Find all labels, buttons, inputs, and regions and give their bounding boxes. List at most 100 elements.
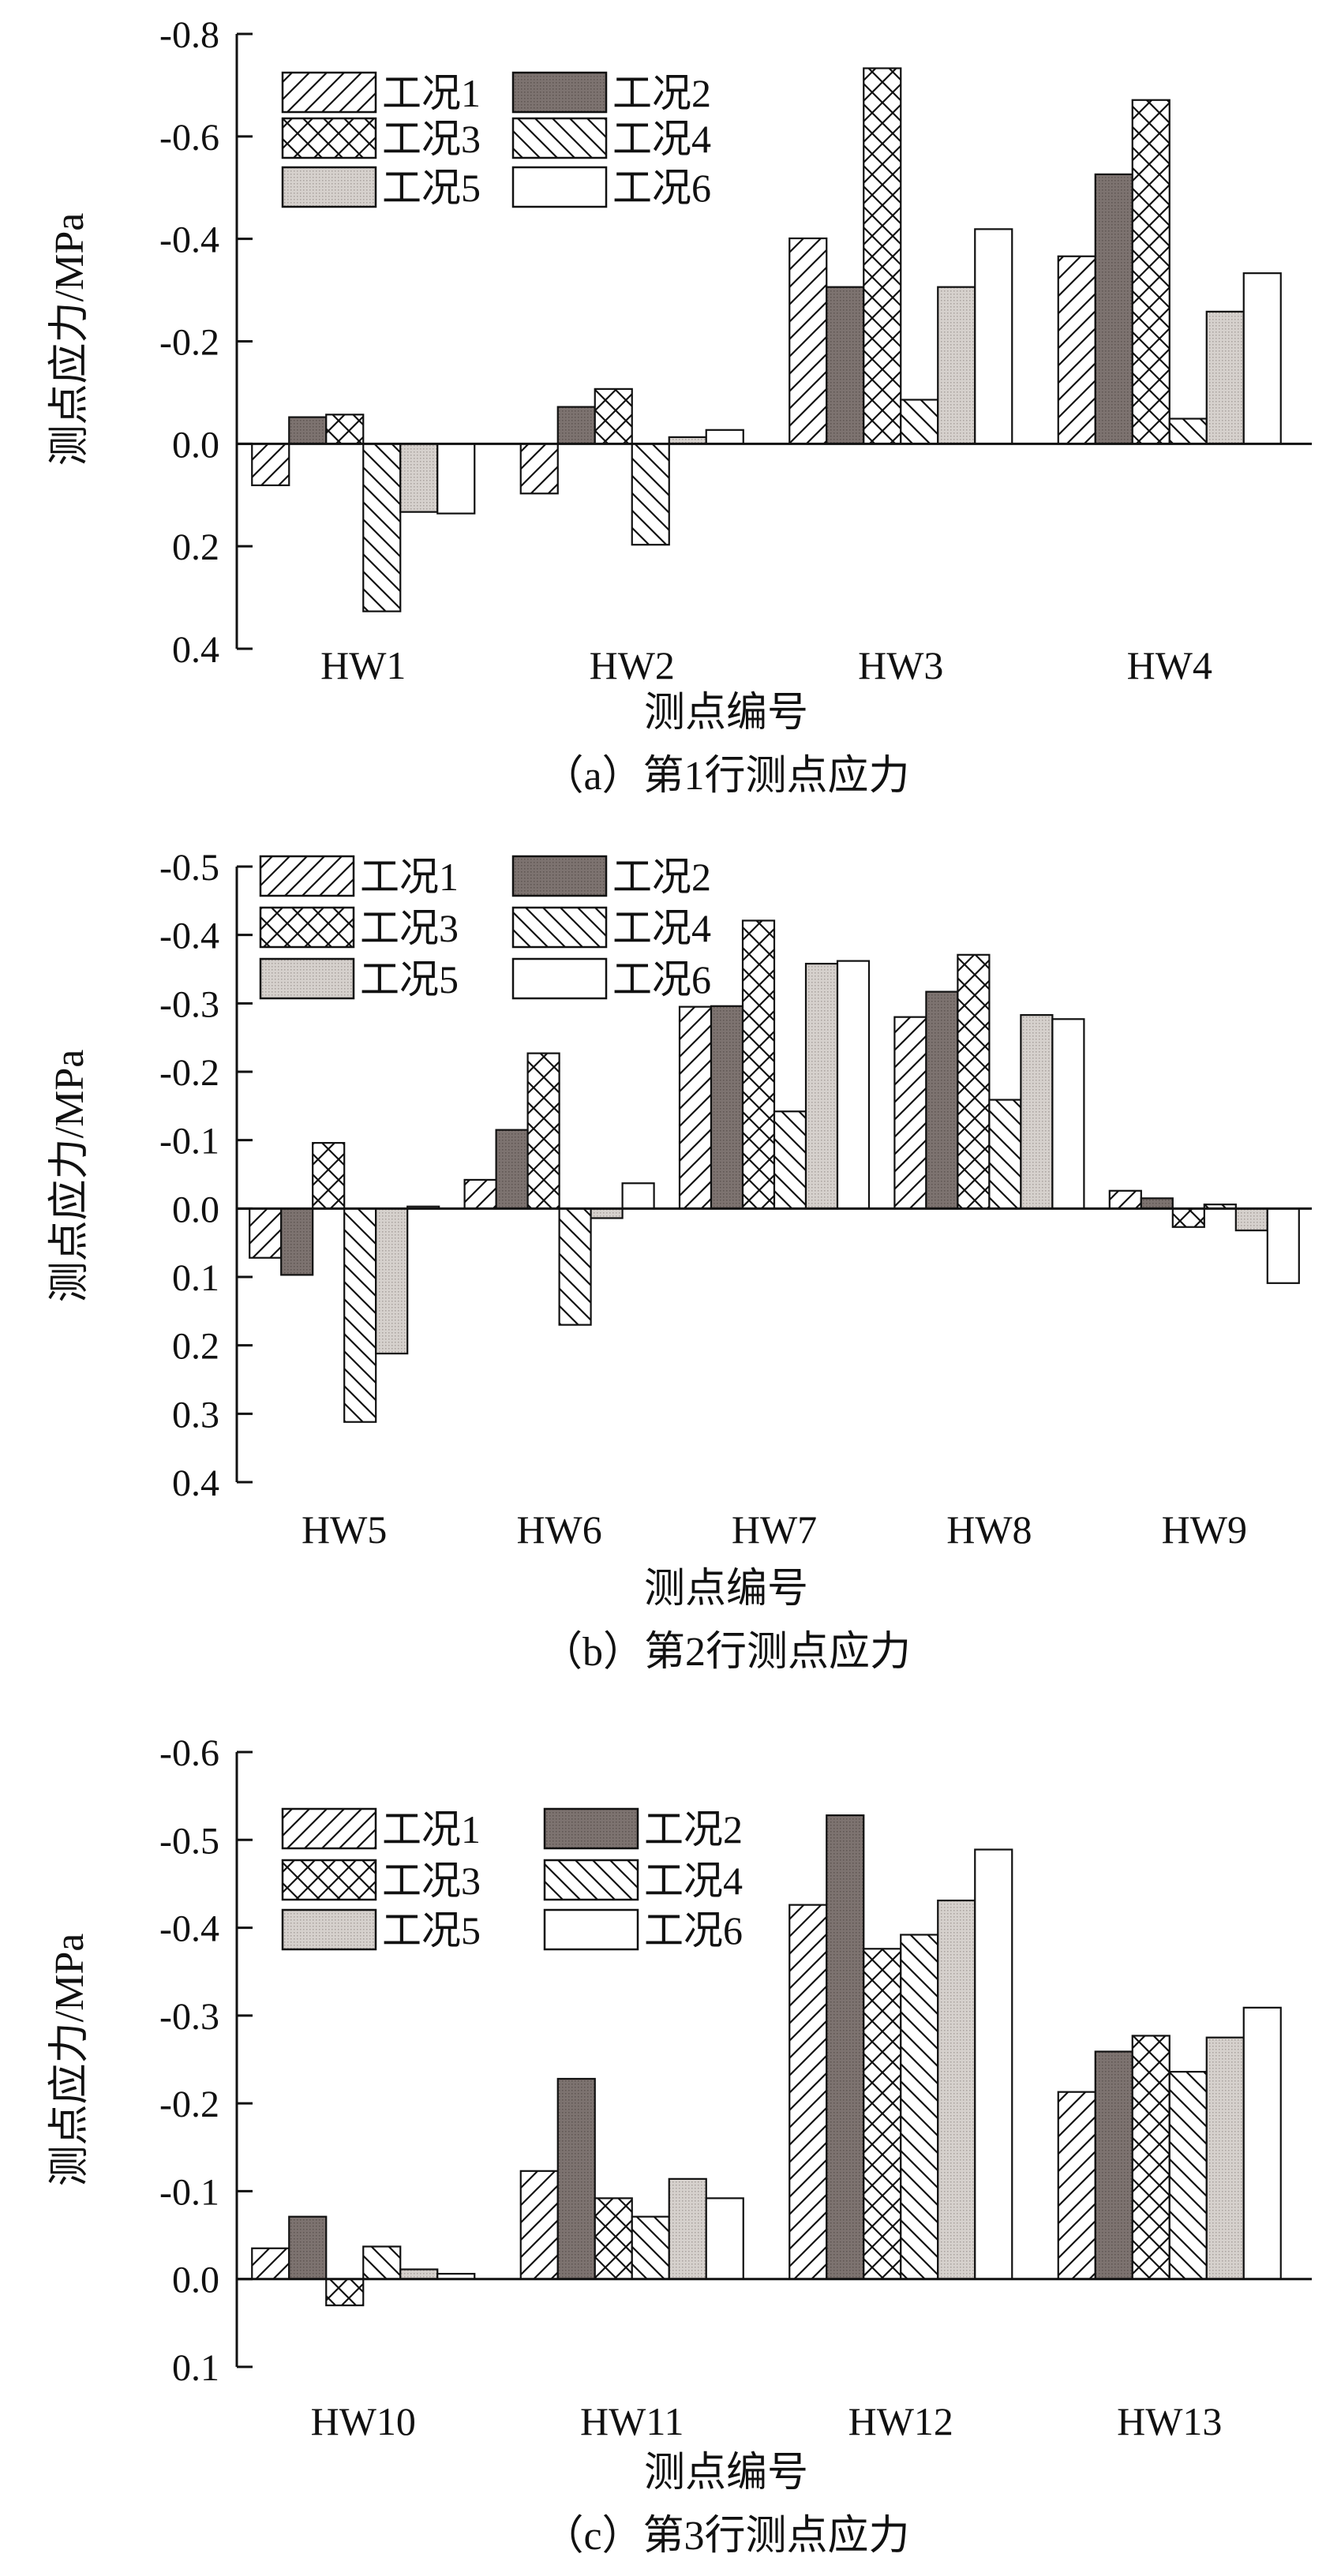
x-tick-label: HW2 (590, 643, 675, 687)
x-tick-label: HW1 (320, 643, 406, 687)
y-axis-title: 测点应力/MPa (47, 1934, 92, 2187)
x-axis-title: 测点编号 (644, 2451, 808, 2496)
y-tick-label: 0.1 (172, 2347, 219, 2389)
bar-HW1-series-3 (325, 414, 365, 445)
bar-HW11-series-1 (519, 2170, 559, 2280)
legend-swatch-2 (511, 71, 608, 114)
y-tick-label: -0.2 (159, 322, 219, 364)
bar-HW7-series-4 (773, 1110, 807, 1210)
legend-label: 工况2 (612, 71, 711, 115)
bar-HW12-series-3 (863, 1948, 902, 2280)
bar-HW3-series-5 (937, 286, 976, 445)
x-tick-label: HW11 (580, 2399, 684, 2443)
bar-HW4-series-6 (1242, 272, 1282, 445)
bar-HW6-series-3 (526, 1052, 560, 1210)
bar-HW6-series-2 (495, 1129, 529, 1210)
legend-label: 工况3 (360, 906, 459, 950)
bar-HW8-series-5 (1020, 1013, 1054, 1210)
bar-HW10-series-2 (288, 2215, 328, 2280)
x-tick-label: HW10 (311, 2399, 416, 2443)
y-tick-label: -0.4 (159, 915, 219, 957)
bar-HW10-series-3 (325, 2278, 365, 2307)
bar-HW13-series-1 (1057, 2091, 1096, 2280)
y-tick-label: 0.3 (172, 1394, 219, 1436)
bar-HW8-series-3 (957, 953, 991, 1210)
legend-swatch-1 (259, 855, 355, 897)
bar-HW6-series-1 (463, 1178, 497, 1210)
bar-HW5-series-2 (280, 1208, 314, 1276)
legend-swatch-3 (281, 117, 377, 159)
bar-HW3-series-1 (788, 237, 828, 445)
bar-HW5-series-1 (249, 1208, 283, 1259)
legend-swatch-6 (511, 166, 608, 208)
chart-2: -0.6 -0.5 -0.4 -0.3 -0.2 -0.1 0.0 0.1 测点应力/MPa HW… (47, 1732, 1312, 2559)
legend-label: 工况6 (612, 957, 711, 1002)
y-tick-label: -0.8 (159, 14, 219, 56)
y-tick-label: 0.2 (172, 1326, 219, 1368)
x-tick-label: HW12 (848, 2399, 953, 2443)
y-tick-label: -0.2 (159, 2084, 219, 2125)
legend-label: 工况3 (382, 1859, 481, 1903)
bar-HW3-series-3 (863, 67, 902, 445)
bar-HW1-series-6 (436, 443, 476, 515)
bar-HW6-series-4 (558, 1208, 592, 1326)
x-tick-label: HW7 (732, 1507, 817, 1552)
legend-label: 工况1 (382, 71, 481, 115)
y-tick-label: -0.5 (159, 847, 219, 889)
bar-HW4-series-1 (1057, 255, 1096, 445)
bar-HW7-series-3 (741, 919, 776, 1210)
bar-HW8-series-1 (893, 1016, 927, 1210)
bar-HW11-series-5 (668, 2177, 707, 2280)
legend-label: 工况1 (360, 855, 459, 899)
legend-label: 工况3 (382, 117, 481, 161)
bar-HW1-series-2 (288, 416, 328, 445)
legend-swatch-3 (259, 906, 355, 949)
y-tick-label: -0.1 (159, 2171, 219, 2213)
bar-HW4-series-2 (1094, 173, 1133, 445)
bar-HW6-series-5 (590, 1208, 624, 1219)
y-tick-label: -0.2 (159, 1052, 219, 1094)
legend-label: 工况2 (612, 855, 711, 899)
y-tick-label: 0.4 (172, 629, 219, 671)
bar-HW11-series-2 (556, 2077, 596, 2280)
x-tick-label: HW5 (302, 1507, 387, 1552)
legend-swatch-5 (281, 1908, 377, 1951)
legend-swatch-3 (281, 1859, 377, 1901)
bar-HW10-series-1 (251, 2247, 290, 2280)
legend-swatch-5 (281, 166, 377, 208)
bar-HW8-series-2 (925, 990, 959, 1210)
bar-HW2-series-2 (556, 406, 596, 445)
bar-HW1-series-5 (399, 443, 439, 513)
bar-HW9-series-6 (1266, 1208, 1300, 1284)
y-tick-label: -0.1 (159, 1121, 219, 1163)
x-tick-label: HW3 (858, 643, 943, 687)
bar-HW12-series-6 (974, 1848, 1013, 2280)
x-axis-title: 测点编号 (644, 691, 808, 736)
bar-HW2-series-6 (705, 429, 744, 445)
y-tick-label: -0.6 (159, 1732, 219, 1774)
bar-HW2-series-3 (594, 388, 633, 445)
chart-1: -0.5 -0.4 -0.3 -0.2 -0.1 0.0 0.1 0.2 0.3 0.4 测点应力/… (47, 847, 1312, 1675)
bar-HW12-series-5 (937, 1899, 976, 2280)
legend: 工况1 工况2 工况3 工况4 工况5 工况6 (281, 71, 711, 210)
y-tick-label: 0.4 (172, 1462, 219, 1504)
bar-HW4-series-4 (1168, 417, 1208, 445)
legend-label: 工况5 (382, 166, 481, 210)
y-tick-label: -0.4 (159, 219, 219, 261)
legend-label: 工况2 (644, 1807, 743, 1852)
bar-HW6-series-6 (621, 1182, 655, 1210)
bar-HW9-series-2 (1140, 1197, 1174, 1210)
bar-HW11-series-6 (705, 2197, 744, 2280)
chart-0: -0.8 -0.6 -0.4 -0.2 0.0 0.2 0.4 测点应力/MPa HW1 HW2 H… (47, 14, 1312, 799)
legend-swatch-5 (259, 957, 355, 1000)
bar-HW5-series-5 (375, 1208, 409, 1355)
y-tick-label: 0.1 (172, 1257, 219, 1299)
legend-label: 工况5 (360, 957, 459, 1002)
legend-label: 工况1 (382, 1807, 481, 1852)
bar-HW12-series-1 (788, 1904, 828, 2280)
bar-HW7-series-5 (804, 962, 839, 1210)
legend-swatch-6 (543, 1908, 639, 1951)
bar-HW13-series-5 (1205, 2036, 1245, 2280)
y-axis-title: 测点应力/MPa (47, 213, 92, 466)
legend-swatch-2 (543, 1807, 639, 1850)
